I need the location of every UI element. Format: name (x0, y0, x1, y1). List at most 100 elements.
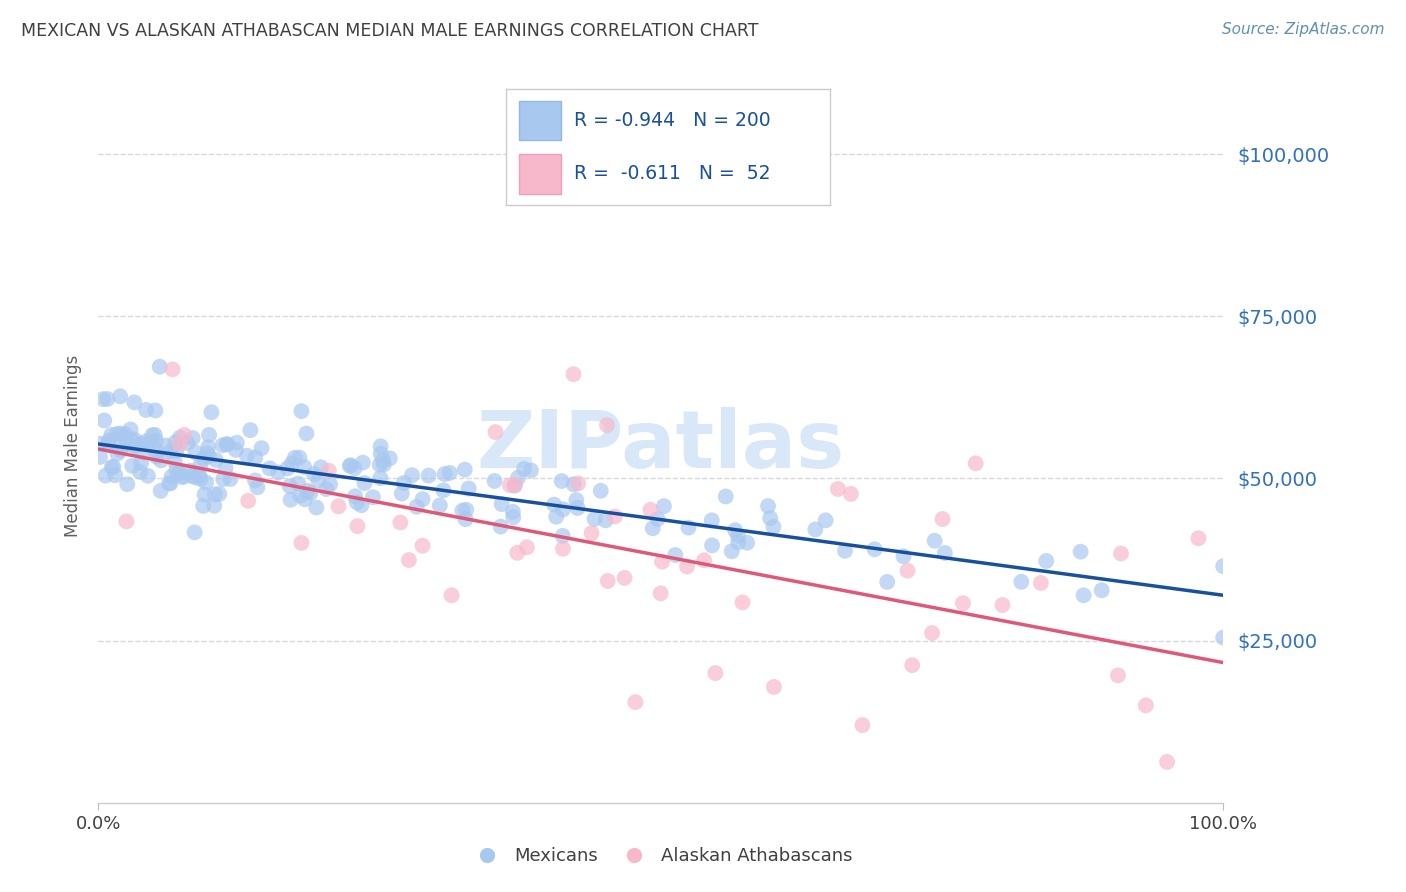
Mexicans (278, 479, 301, 493)
Mexicans (211, 438, 233, 452)
Mexicans (834, 543, 856, 558)
Mexicans (502, 510, 524, 524)
Mexicans (93, 413, 115, 427)
Mexicans (96, 392, 118, 406)
Mexicans (214, 460, 236, 475)
Mexicans (121, 458, 143, 473)
Mexicans (114, 427, 136, 442)
Alaskan Athabascans (640, 502, 662, 516)
Mexicans (346, 495, 368, 509)
Mexicans (98, 434, 121, 448)
Mexicans (1212, 631, 1234, 645)
Mexicans (456, 503, 478, 517)
Alaskan Athabascans (551, 541, 574, 556)
Mexicans (353, 476, 375, 491)
Mexicans (105, 447, 128, 461)
Mexicans (97, 436, 120, 450)
Mexicans (290, 404, 312, 418)
Mexicans (195, 446, 218, 460)
Alaskan Athabascans (398, 553, 420, 567)
Mexicans (91, 392, 114, 406)
Text: R = -0.944   N = 200: R = -0.944 N = 200 (574, 111, 770, 130)
Mexicans (163, 454, 186, 468)
Mexicans (135, 403, 157, 417)
Mexicans (149, 483, 172, 498)
Mexicans (183, 525, 205, 540)
Mexicans (489, 519, 512, 533)
Mexicans (513, 462, 536, 476)
Mexicans (165, 463, 187, 477)
Mexicans (641, 521, 664, 535)
Mexicans (484, 474, 506, 488)
FancyBboxPatch shape (519, 101, 561, 140)
Alaskan Athabascans (1187, 531, 1209, 545)
Mexicans (1010, 574, 1032, 589)
Mexicans (319, 477, 342, 491)
Mexicans (122, 432, 145, 446)
Mexicans (295, 426, 318, 441)
Mexicans (297, 483, 319, 498)
Alaskan Athabascans (412, 539, 434, 553)
Mexicans (245, 450, 267, 465)
Mexicans (193, 487, 215, 501)
Alaskan Athabascans (162, 362, 184, 376)
Mexicans (246, 480, 269, 494)
Mexicans (124, 439, 146, 453)
Mexicans (370, 447, 392, 461)
Mexicans (344, 489, 367, 503)
Mexicans (429, 499, 451, 513)
Mexicans (108, 389, 131, 403)
Mexicans (100, 427, 122, 442)
Mexicans (412, 492, 434, 507)
Mexicans (551, 529, 574, 543)
Mexicans (454, 463, 477, 477)
Mexicans (520, 463, 543, 477)
Mexicans (727, 535, 749, 549)
Mexicans (193, 451, 215, 466)
Mexicans (169, 431, 191, 445)
Mexicans (120, 422, 142, 436)
Mexicans (122, 439, 145, 453)
Mexicans (159, 476, 181, 491)
Mexicans (550, 474, 572, 488)
Mexicans (288, 450, 311, 465)
Mexicans (756, 499, 779, 513)
Mexicans (457, 482, 479, 496)
Mexicans (160, 444, 183, 458)
Mexicans (491, 497, 513, 511)
Mexicans (759, 511, 782, 525)
Mexicans (432, 483, 454, 498)
Alaskan Athabascans (115, 515, 138, 529)
Alaskan Athabascans (965, 456, 987, 470)
Mexicans (165, 443, 187, 458)
Mexicans (225, 435, 247, 450)
Mexicans (197, 440, 219, 454)
Mexicans (200, 405, 222, 419)
Mexicans (287, 476, 309, 491)
Alaskan Athabascans (562, 367, 585, 381)
Mexicans (250, 441, 273, 455)
Alaskan Athabascans (567, 476, 589, 491)
Mexicans (202, 499, 225, 513)
Mexicans (259, 461, 281, 475)
Mexicans (370, 439, 392, 453)
Mexicans (236, 449, 259, 463)
Mexicans (129, 465, 152, 479)
Mexicans (370, 471, 392, 485)
Mexicans (145, 434, 167, 448)
Alaskan Athabascans (1156, 755, 1178, 769)
Mexicans (139, 435, 162, 450)
Alaskan Athabascans (503, 478, 526, 492)
Mexicans (863, 542, 886, 557)
Mexicans (714, 490, 737, 504)
Alaskan Athabascans (921, 626, 943, 640)
Mexicans (700, 513, 723, 527)
Mexicans (225, 442, 247, 457)
Alaskan Athabascans (238, 493, 260, 508)
Alaskan Athabascans (1135, 698, 1157, 713)
Mexicans (172, 470, 194, 484)
Mexicans (1073, 588, 1095, 602)
Mexicans (589, 483, 612, 498)
Mexicans (305, 500, 328, 515)
Mexicans (350, 498, 373, 512)
